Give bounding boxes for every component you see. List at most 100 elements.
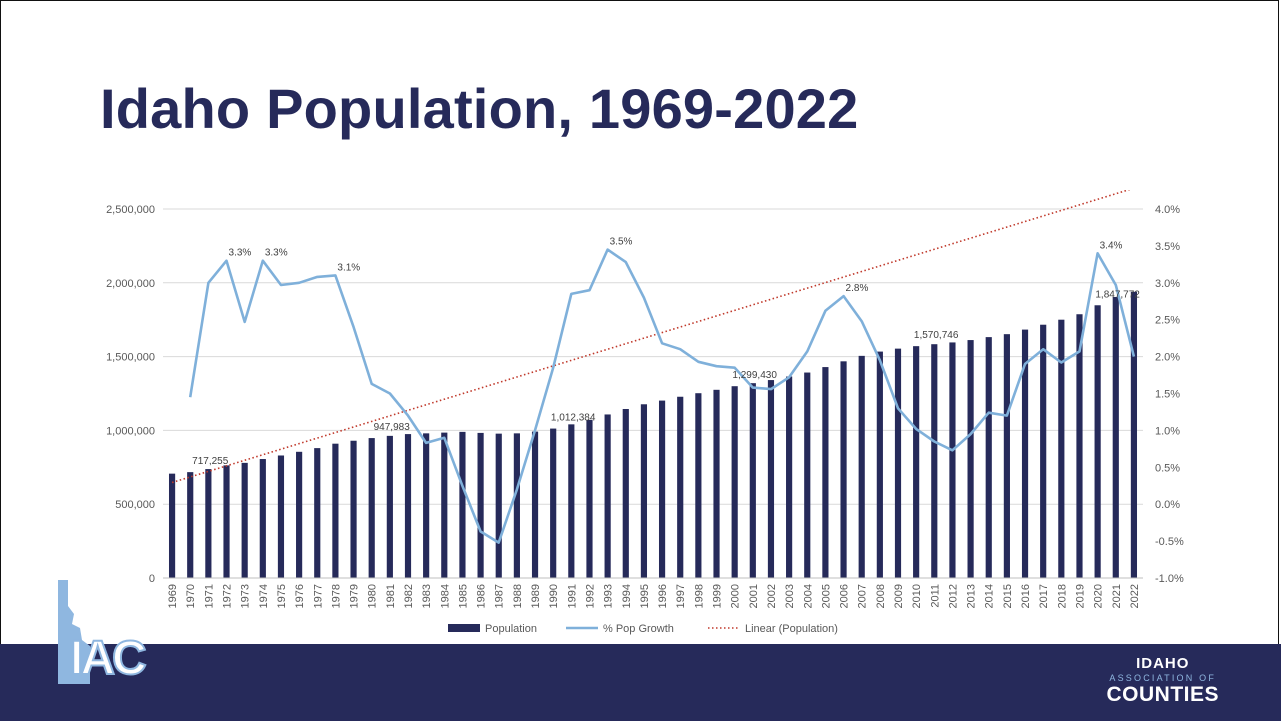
legend-swatch-population bbox=[448, 624, 480, 632]
x-axis-tick-label: 1971 bbox=[203, 584, 215, 608]
population-bar bbox=[223, 465, 230, 578]
population-bar bbox=[858, 355, 865, 578]
x-axis-tick-label: 1979 bbox=[349, 584, 361, 608]
population-bar bbox=[350, 440, 357, 578]
data-labels: 717,255 947,983 1,012,384 1,299,430 1,570,74… bbox=[192, 237, 1140, 468]
data-label: 3.4% bbox=[1100, 240, 1123, 251]
x-axis-tick-label: 2003 bbox=[784, 584, 796, 608]
footer-band bbox=[0, 644, 1281, 721]
population-bar bbox=[931, 344, 938, 578]
x-axis-tick-label: 1998 bbox=[693, 584, 705, 608]
x-axis-tick-label: 2022 bbox=[1129, 584, 1141, 608]
x-axis-tick-label: 1990 bbox=[548, 584, 560, 608]
x-axis-tick-label: 2002 bbox=[766, 584, 778, 608]
y2-axis-tick-label: -1.0% bbox=[1155, 573, 1184, 585]
data-label: 947,983 bbox=[374, 422, 411, 433]
population-bar bbox=[604, 414, 611, 578]
population-bar bbox=[568, 424, 575, 578]
population-bar bbox=[277, 455, 285, 578]
population-bar bbox=[314, 448, 321, 578]
population-bars bbox=[168, 291, 1138, 578]
population-bar bbox=[894, 348, 902, 578]
logo-line-idaho: IDAHO bbox=[1136, 655, 1190, 672]
population-bar bbox=[1003, 334, 1010, 578]
x-axis-tick-label: 1973 bbox=[240, 584, 252, 608]
x-axis-tick-label: 2013 bbox=[966, 584, 978, 608]
x-axis-tick-label: 2004 bbox=[802, 584, 814, 608]
x-axis-tick-label: 1985 bbox=[457, 584, 469, 608]
population-bar bbox=[259, 459, 266, 578]
population-bar bbox=[822, 367, 829, 578]
iac-logo: IAC bbox=[54, 580, 174, 695]
x-axis-tick-label: 2012 bbox=[947, 584, 959, 608]
population-bar bbox=[386, 435, 393, 578]
population-bar bbox=[404, 434, 412, 578]
population-bar bbox=[1076, 314, 1083, 578]
x-axis-tick-label: 1994 bbox=[621, 584, 633, 608]
population-bar bbox=[985, 337, 992, 578]
y-axis-tick-label: 2,000,000 bbox=[106, 278, 155, 290]
population-bar bbox=[187, 472, 194, 578]
iac-logo-text: IAC bbox=[70, 632, 146, 685]
x-axis-tick-label: 1975 bbox=[276, 584, 288, 608]
y-axis-tick-label: 500,000 bbox=[115, 499, 155, 511]
y2-axis-tick-label: 3.5% bbox=[1155, 241, 1180, 253]
y-axis-tick-label: 0 bbox=[149, 573, 155, 585]
data-label: 1,847,772 bbox=[1095, 289, 1140, 300]
population-bar bbox=[332, 443, 339, 578]
population-bar bbox=[495, 433, 502, 578]
legend-label-population: Population bbox=[485, 623, 537, 635]
x-axis-tick-label: 1976 bbox=[294, 584, 306, 608]
data-label: 3.3% bbox=[229, 248, 252, 259]
x-axis-tick-label: 2001 bbox=[748, 584, 760, 608]
x-axis-tick-label: 1981 bbox=[385, 584, 397, 608]
x-axis-tick-label: 1987 bbox=[494, 584, 506, 608]
population-bar bbox=[241, 462, 248, 578]
x-axis-tick-label: 2006 bbox=[839, 584, 851, 608]
population-bar bbox=[423, 433, 430, 578]
x-axis-tick-label: 2020 bbox=[1093, 584, 1105, 608]
gridlines bbox=[163, 208, 1143, 579]
population-bar bbox=[949, 342, 956, 578]
x-axis-tick-label: 1974 bbox=[258, 584, 270, 608]
population-bar bbox=[804, 372, 811, 578]
population-bar bbox=[1021, 329, 1029, 578]
idaho-state-shape-icon bbox=[58, 580, 90, 684]
x-axis-tick-label: 1969 bbox=[167, 584, 179, 608]
data-label: 3.3% bbox=[265, 248, 288, 259]
x-axis-tick-label: 1992 bbox=[584, 584, 596, 608]
x-axis-tick-label: 1988 bbox=[512, 584, 524, 608]
y-axis-tick-label: 1,500,000 bbox=[106, 352, 155, 364]
data-label: 3.5% bbox=[610, 237, 633, 248]
x-axis-tick-label: 2000 bbox=[730, 584, 742, 608]
y2-axis-tick-label: 4.0% bbox=[1155, 204, 1180, 216]
x-axis-tick-label: 1983 bbox=[421, 584, 433, 608]
population-bar bbox=[658, 400, 666, 578]
population-bar bbox=[550, 428, 557, 578]
x-axis-tick-label: 1991 bbox=[566, 584, 578, 608]
population-bar bbox=[749, 383, 756, 578]
x-axis-tick-label: 1997 bbox=[675, 584, 687, 608]
x-axis-tick-label: 2019 bbox=[1074, 584, 1086, 608]
x-axis-tick-label: 2009 bbox=[893, 584, 905, 608]
x-axis-tick-label: 1977 bbox=[312, 584, 324, 608]
logo-line-counties: COUNTIES bbox=[1106, 683, 1219, 706]
population-bar bbox=[786, 376, 793, 578]
population-bar bbox=[1040, 324, 1047, 578]
population-bar bbox=[1130, 291, 1138, 578]
y2-axis-tick-label: 0.5% bbox=[1155, 462, 1180, 474]
x-axis-tick-label: 1986 bbox=[476, 584, 488, 608]
x-axis-tick-label: 2010 bbox=[911, 584, 923, 608]
x-axis-tick-label: 2017 bbox=[1038, 584, 1050, 608]
x-axis-tick-label: 2021 bbox=[1111, 584, 1123, 608]
y2-axis-tick-label: 0.0% bbox=[1155, 499, 1180, 511]
population-bar bbox=[677, 396, 684, 578]
data-label: 1,570,746 bbox=[914, 330, 959, 341]
x-axis-tick-label: 1996 bbox=[657, 584, 669, 608]
x-axis-tick-label: 2016 bbox=[1020, 584, 1032, 608]
y2-axis-tick-label: 3.0% bbox=[1155, 278, 1180, 290]
population-bar bbox=[459, 431, 466, 578]
legend-label-trendline: Linear (Population) bbox=[745, 623, 838, 635]
population-bar bbox=[586, 419, 593, 578]
x-axis-tick-label: 2008 bbox=[875, 584, 887, 608]
